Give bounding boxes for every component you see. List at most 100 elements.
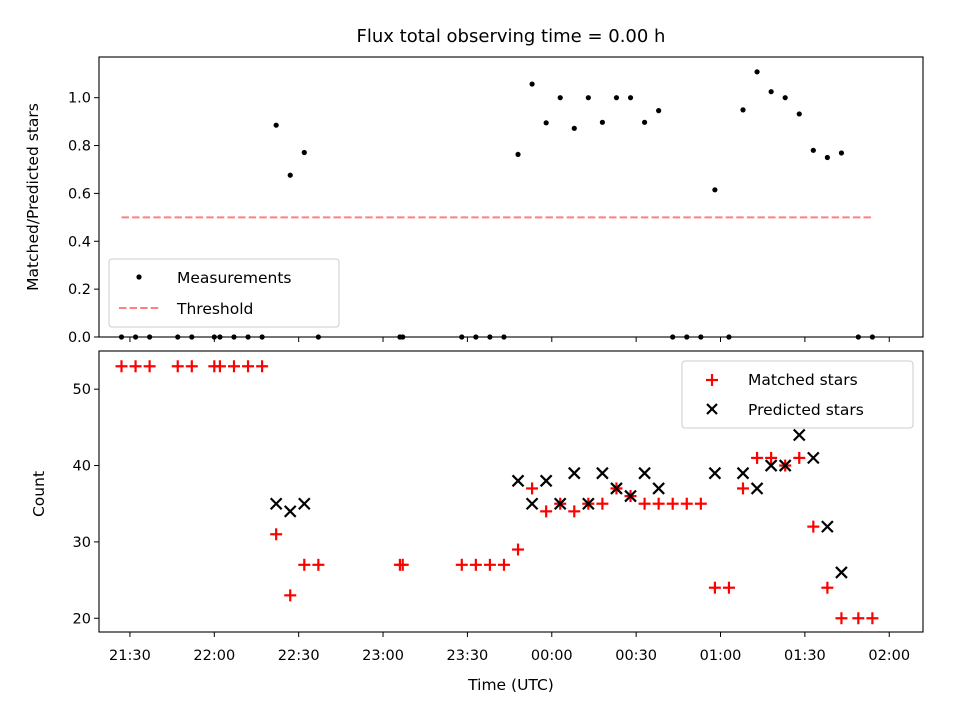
predicted-star-point: [821, 520, 834, 533]
matched-star-point: [143, 360, 156, 373]
top-legend: Measurements Threshold: [108, 258, 340, 328]
legend-predicted-label: Predicted stars: [748, 401, 864, 419]
matched-star-point: [680, 497, 693, 510]
matched-star-point: [821, 581, 834, 594]
x-tick-label: 00:00: [531, 648, 573, 664]
x-tick-label: 21:30: [109, 648, 151, 664]
predicted-star-point: [736, 466, 750, 480]
measurement-point: [656, 108, 662, 114]
x-tick-label: 22:00: [193, 648, 235, 664]
top-y-ticks: 0.0 0.2 0.4 0.6 0.8 1.0: [68, 91, 99, 346]
x-tick-label: 01:30: [784, 648, 826, 664]
matched-star-point: [852, 612, 865, 625]
predicted-star-point: [269, 497, 283, 510]
predicted-star-point: [567, 466, 581, 480]
measurement-point: [740, 107, 746, 113]
legend-threshold-label: Threshold: [176, 300, 253, 318]
predicted-star-point: [792, 428, 806, 442]
matched-star-point: [807, 520, 820, 533]
measurement-point: [754, 69, 760, 75]
x-tick-label: 01:00: [700, 648, 742, 664]
predicted-star-point: [283, 505, 297, 518]
predicted-star-point: [652, 482, 665, 495]
predicted-star-point: [553, 497, 567, 510]
top-y-tick-label: 0.4: [68, 234, 91, 250]
matched-star-point: [737, 482, 750, 495]
matched-star-point: [284, 589, 297, 602]
matched-star-point: [129, 360, 142, 373]
predicted-star-point: [511, 474, 525, 488]
bottom-y-axis-label: Count: [30, 471, 48, 517]
matched-star-point: [312, 558, 325, 571]
matched-star-point: [469, 558, 482, 571]
x-tick-label: 23:00: [362, 648, 404, 664]
measurement-point: [585, 95, 591, 101]
x-tick-label: 22:30: [278, 648, 320, 664]
matched-star-point: [396, 558, 409, 571]
matched-star-point: [596, 497, 609, 510]
matched-star-point: [115, 360, 128, 373]
top-y-tick-label: 1.0: [68, 91, 91, 107]
top-panel: 0.0 0.2 0.4 0.6 0.8 1.0 Matched/Predicted sta…: [24, 56, 924, 346]
predicted-star-point: [298, 497, 311, 510]
matched-star-point: [185, 360, 198, 373]
matched-star-point: [497, 558, 510, 571]
measurement-point: [543, 120, 549, 126]
measurement-point: [529, 81, 535, 87]
matched-star-point: [694, 497, 707, 510]
matched-star-point: [213, 360, 226, 373]
measurement-point: [782, 95, 788, 101]
matched-star-point: [455, 558, 468, 571]
bottom-y-tick-label: 50: [73, 382, 91, 398]
legend-matched-marker: [706, 374, 718, 386]
legend-measurements-marker: [136, 274, 142, 280]
matched-star-point: [638, 497, 651, 510]
predicted-star-point: [596, 466, 609, 480]
matched-star-point: [568, 505, 581, 518]
bottom-panel: 20 30 40 50 21:30 22:00 22:30 23:00 23:30 00:00 0…: [30, 350, 924, 694]
predicted-star-point: [708, 466, 722, 480]
top-x-ticks: [129, 337, 890, 342]
x-tick-label: 23:30: [447, 648, 489, 664]
measurement-point: [641, 119, 648, 125]
legend-matched-label: Matched stars: [748, 371, 858, 389]
measurement-point: [824, 154, 830, 161]
matched-star-point: [270, 528, 283, 541]
top-y-axis-label: Matched/Predicted stars: [24, 103, 42, 291]
predicted-star-point: [807, 451, 820, 465]
predicted-star-point: [539, 474, 553, 488]
bottom-y-tick-label: 30: [73, 535, 91, 551]
measurement-point: [301, 149, 307, 156]
matched-star-point: [765, 451, 778, 464]
measurement-point: [599, 119, 605, 125]
predicted-star-point: [835, 566, 848, 579]
matched-star-point: [722, 581, 735, 594]
matched-star-point: [512, 543, 525, 556]
matched-star-point: [298, 558, 311, 571]
matched-star-point: [227, 360, 240, 373]
predicted-star-point: [778, 459, 792, 472]
bottom-plot-area: [115, 360, 879, 625]
matched-star-point: [666, 497, 679, 510]
measurement-point: [571, 125, 577, 131]
matched-star-point: [866, 612, 879, 625]
top-y-tick-label: 0.2: [68, 282, 91, 298]
matched-star-point: [171, 360, 184, 373]
matched-star-point: [242, 360, 255, 373]
bottom-x-ticks: 21:30 22:00 22:30 23:00 23:30 00:00 00:30 01:00…: [109, 632, 910, 664]
measurement-point: [838, 150, 845, 156]
top-axes-frame: [98, 56, 924, 338]
matched-star-point: [540, 505, 553, 518]
bottom-legend: Matched stars Predicted stars: [681, 360, 914, 429]
matched-star-point: [652, 497, 665, 510]
x-tick-label: 02:00: [868, 648, 910, 664]
legend-predicted-marker: [706, 403, 718, 415]
top-legend-box: [108, 258, 340, 328]
matched-star-point: [256, 360, 269, 373]
top-y-tick-label: 0.6: [68, 186, 91, 202]
measurement-point: [796, 111, 802, 117]
matched-star-point: [483, 558, 496, 571]
measurement-point: [613, 95, 620, 101]
